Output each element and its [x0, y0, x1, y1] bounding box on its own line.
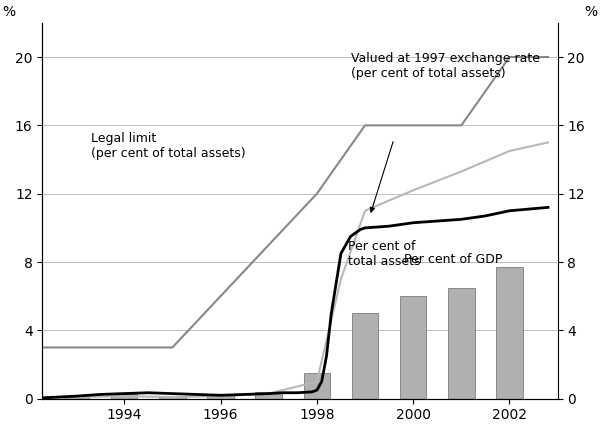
Text: %: % — [2, 5, 16, 19]
Text: Per cent of
total assets: Per cent of total assets — [348, 240, 421, 268]
Bar — [63, 397, 89, 399]
Bar — [496, 267, 523, 399]
Text: %: % — [584, 5, 598, 19]
Bar — [352, 313, 378, 399]
Bar — [111, 395, 137, 399]
Text: Valued at 1997 exchange rate
(per cent of total assets): Valued at 1997 exchange rate (per cent o… — [350, 51, 539, 80]
Bar — [400, 296, 427, 399]
Bar — [256, 392, 282, 399]
Bar — [304, 373, 330, 399]
Text: Per cent of GDP: Per cent of GDP — [404, 253, 502, 267]
Text: Legal limit
(per cent of total assets): Legal limit (per cent of total assets) — [91, 132, 245, 160]
Bar — [159, 397, 185, 399]
Bar — [207, 395, 234, 399]
Bar — [448, 288, 475, 399]
